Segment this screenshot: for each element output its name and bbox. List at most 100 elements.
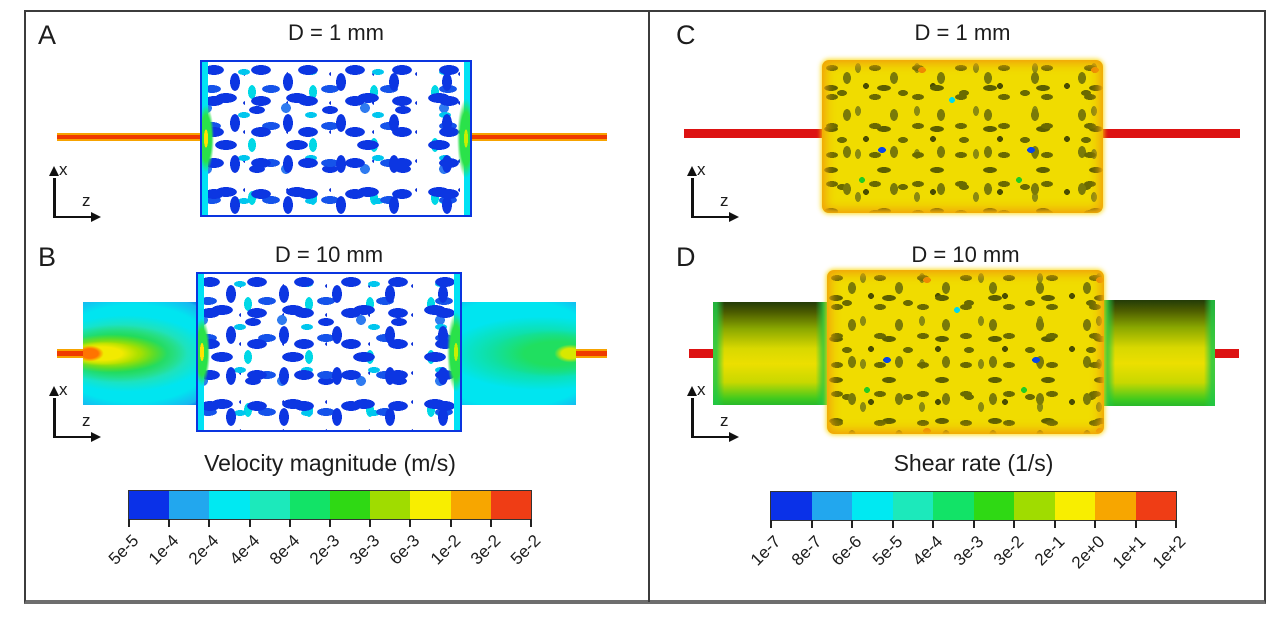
x-axis-arrowhead-icon: [687, 386, 697, 396]
colorbar-tick: [329, 519, 331, 527]
panel-d-shear-field-map: [827, 270, 1104, 434]
x-axis-label: x: [59, 160, 68, 179]
colorbar-segment: [169, 491, 210, 519]
colorbar-tick: [530, 519, 532, 527]
panel-divider: [648, 10, 650, 602]
colorbar-tick: [248, 519, 251, 527]
colorbar-tick: [208, 519, 211, 527]
colorbar-tick: [1013, 520, 1015, 528]
colorbar-tick: [1053, 520, 1056, 528]
colorbar-segment: [771, 492, 812, 520]
x-axis-arrowhead-icon: [49, 166, 59, 176]
z-axis-label: z: [720, 411, 729, 430]
colorbar-segment: [933, 492, 974, 520]
panel-d-inlet-tube: [689, 349, 715, 358]
colorbar-segment: [330, 491, 371, 519]
colorbar-segment: [370, 491, 411, 519]
panel-a-axes-glyph: x z: [44, 160, 104, 222]
x-axis-arrow: [53, 398, 56, 438]
colorbar-segment: [1054, 492, 1095, 520]
panel-d-outlet-tube: [1213, 349, 1239, 358]
colorbar-tick: [1175, 520, 1177, 528]
colorbar-segment: [1014, 492, 1055, 520]
z-axis-arrow: [691, 215, 731, 218]
x-axis-arrow: [691, 398, 694, 438]
colorbar-tick: [810, 520, 813, 528]
panel-d-outlet-chamber-map: [1104, 300, 1215, 406]
z-axis-label: z: [720, 191, 729, 210]
panel-d-label: D: [676, 242, 696, 272]
panel-d-title: D = 10 mm: [911, 242, 1020, 267]
z-axis-label: z: [82, 191, 91, 210]
panel-b-velocity-field-map: [196, 272, 462, 432]
colorbar-tick: [288, 519, 291, 527]
panel-c-outlet-tube: [1101, 129, 1240, 138]
colorbar-segment: [852, 492, 893, 520]
z-axis-arrowhead-icon: [729, 431, 739, 442]
colorbar-tick: [449, 519, 452, 527]
panel-c-axes-glyph: x z: [682, 160, 742, 222]
colorbar-segment: [209, 491, 250, 519]
colorbar-segment: [973, 492, 1014, 520]
panel-b-outlet-chamber-map: [462, 302, 576, 405]
shear-colorbar-title: Shear rate (1/s): [893, 450, 1054, 476]
panel-b-inlet-tube: [57, 349, 85, 358]
x-axis-arrowhead-icon: [49, 386, 59, 396]
panel-b-title: D = 10 mm: [274, 242, 384, 267]
colorbar-segment: [811, 492, 852, 520]
colorbar-tick: [770, 520, 772, 528]
panel-c-shear-field-map: [822, 60, 1103, 213]
x-axis-arrow: [53, 178, 56, 218]
z-axis-arrowhead-icon: [729, 211, 739, 222]
z-axis-arrow: [691, 435, 731, 438]
colorbar-tick: [1094, 520, 1096, 528]
colorbar-tick: [409, 519, 412, 527]
panel-b-label: B: [38, 242, 57, 272]
x-axis-label: x: [697, 160, 706, 179]
panel-a-title: D = 1 mm: [288, 20, 384, 45]
colorbar-segment: [490, 491, 532, 519]
panel-b-axes-glyph: x z: [44, 380, 104, 442]
velocity-colorbar-title: Velocity magnitude (m/s): [204, 450, 456, 476]
z-axis-arrowhead-icon: [91, 211, 101, 222]
colorbar-segment: [249, 491, 290, 519]
panel-b-outlet-tube: [574, 349, 607, 358]
colorbar-tick: [489, 519, 492, 527]
x-axis-arrowhead-icon: [687, 166, 697, 176]
panel-c-label: C: [676, 20, 696, 50]
colorbar-segment: [450, 491, 491, 519]
panel-b-inlet-chamber-map: [83, 302, 196, 405]
z-axis-arrow: [53, 215, 93, 218]
colorbar-segment: [410, 491, 451, 519]
panel-c-inlet-tube: [684, 129, 824, 138]
panel-d-inlet-chamber-map: [713, 302, 827, 405]
colorbar-segment: [1135, 492, 1176, 520]
panel-a-label: A: [38, 20, 57, 50]
x-axis-arrow: [691, 178, 694, 218]
x-axis-label: x: [697, 380, 706, 399]
colorbar-tick: [168, 519, 171, 527]
colorbar-segment: [289, 491, 331, 519]
shear-colorbar-segments: [771, 492, 1176, 520]
panel-c-title: D = 1 mm: [914, 20, 1011, 45]
panel-a-velocity-field-map: [200, 60, 472, 217]
colorbar-segment: [129, 491, 170, 519]
z-axis-label: z: [82, 411, 91, 430]
panel-d-axes-glyph: x z: [682, 380, 742, 442]
panel-a-inlet-tube: [57, 133, 202, 141]
velocity-colorbar: 5e-5 1e-4 2e-4 4e-4 8e-4 2e-3 3e-3 6e-3 1e-2 3e-2…: [105, 490, 544, 568]
colorbar-tick: [851, 520, 853, 528]
panel-a-outlet-tube: [470, 133, 607, 141]
colorbar-tick: [932, 520, 934, 528]
x-axis-label: x: [59, 380, 68, 399]
shear-colorbar: 1e-7 8e-7 6e-6 5e-5 4e-4 3e-3 3e-2 2e-1 2e+0 1e+1…: [747, 491, 1189, 573]
colorbar-segment: [1095, 492, 1136, 520]
colorbar-tick: [1134, 520, 1137, 528]
velocity-colorbar-segments: [129, 491, 532, 519]
colorbar-tick: [972, 520, 975, 528]
colorbar-tick: [128, 519, 130, 527]
z-axis-arrowhead-icon: [91, 431, 101, 442]
colorbar-tick: [891, 520, 894, 528]
z-axis-arrow: [53, 435, 93, 438]
